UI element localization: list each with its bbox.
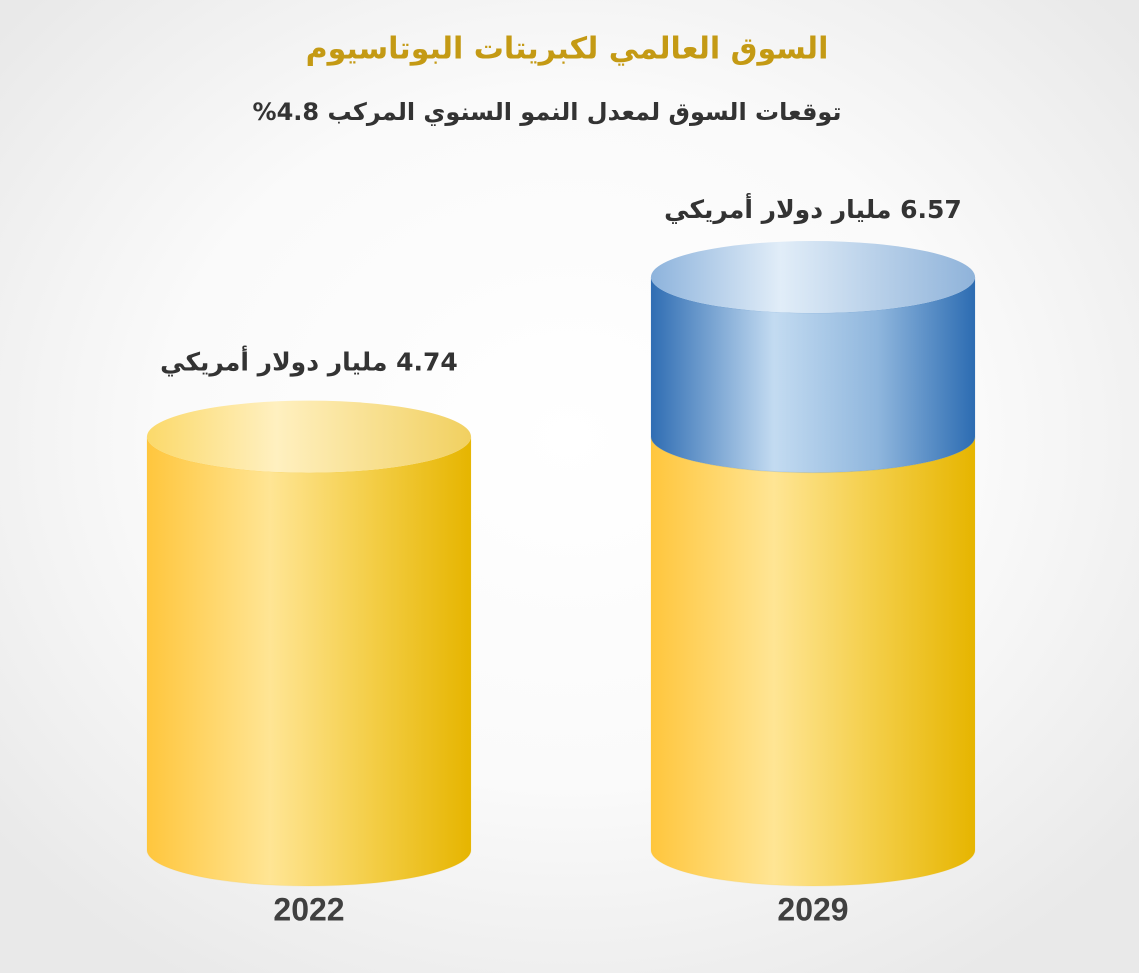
chart-title: السوق العالمي لكبريتات البوتاسيوم <box>306 32 829 67</box>
chart-subtitle: توقعات السوق لمعدل النمو السنوي المركب 4… <box>253 98 842 126</box>
value-label: 4.74 مليار دولار أمريكي <box>160 346 458 378</box>
x-tick-label: 2029 <box>777 891 848 927</box>
x-tick-label: 2022 <box>273 891 344 927</box>
cylinder-top <box>147 400 471 473</box>
cylinder-body <box>146 436 472 887</box>
cylinder-top <box>651 241 975 313</box>
cylinder-body <box>650 436 976 887</box>
value-label: 6.57 مليار دولار أمريكي <box>664 193 962 225</box>
